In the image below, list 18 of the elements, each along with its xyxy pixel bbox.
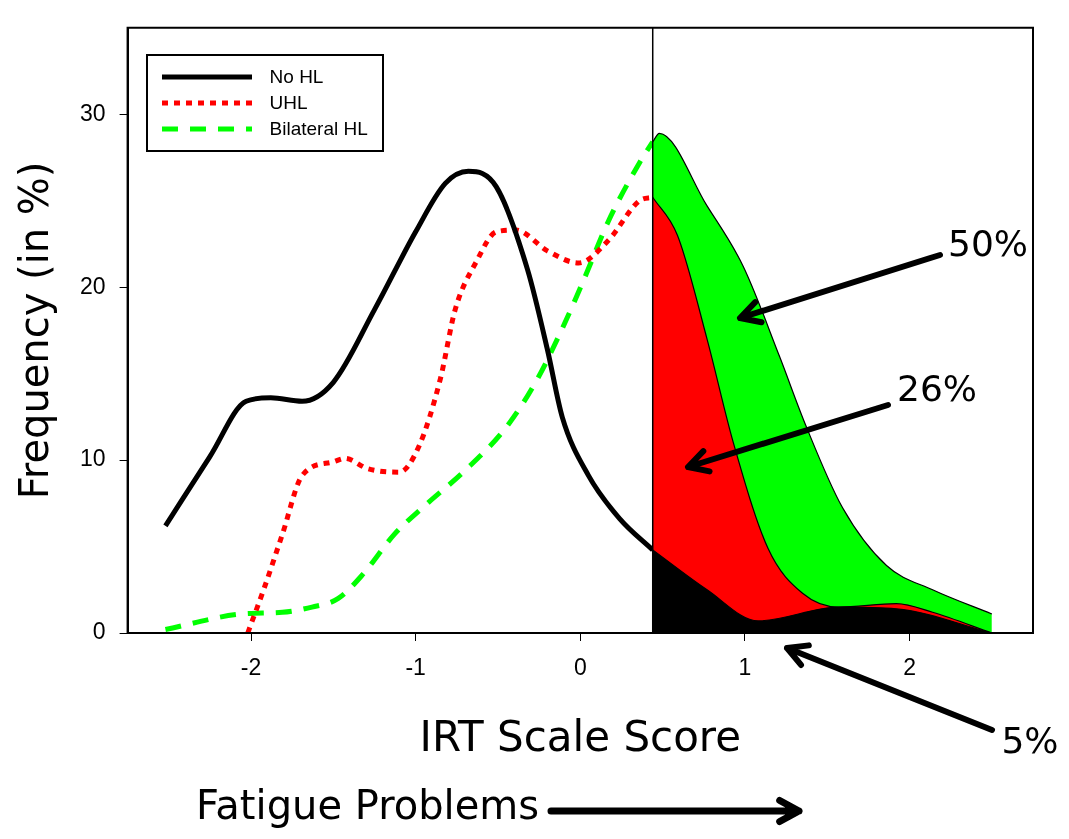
y-tick-label: 30 — [79, 99, 106, 126]
y-tick-label: 20 — [79, 272, 106, 299]
text: Fatigue Problems — [196, 782, 540, 828]
text: 5% — [1001, 719, 1059, 761]
annotation: 50% — [947, 222, 1029, 264]
x-tick-label: -2 — [240, 654, 262, 681]
x-axis-title: IRT Scale Score — [419, 711, 742, 761]
y-tick-label: 0 — [92, 618, 106, 645]
x-tick-label: 0 — [573, 654, 587, 681]
y-axis-title: Frequency (in %) — [11, 161, 58, 500]
y-tick-label: 10 — [79, 445, 106, 472]
legend-label: UHL — [269, 91, 308, 114]
x-tick-label: -1 — [405, 654, 426, 681]
legend-label: Bilateral HL — [269, 117, 368, 140]
x-tick-label: 2 — [903, 654, 916, 681]
x-tick-label: 1 — [738, 654, 752, 681]
legend-label: No HL — [269, 65, 324, 88]
annotation: 26% — [896, 367, 978, 409]
